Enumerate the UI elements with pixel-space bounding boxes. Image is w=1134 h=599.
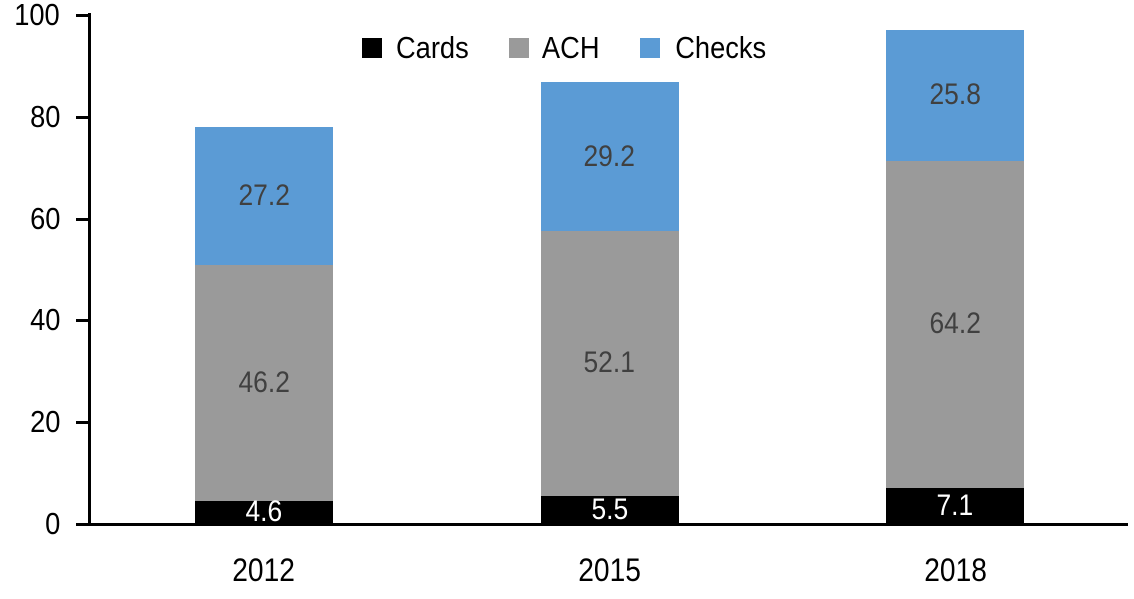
bar-segment-checks-2012: 27.2 [194,127,333,266]
y-axis-tick-label-text: 60 [29,200,60,236]
y-axis-tick-mark [76,421,91,425]
segment-value-label: 27.2 [238,179,290,213]
segment-value-label: 4.6 [245,495,283,529]
bar-segment-checks-2018: 25.8 [886,29,1025,162]
bar-segment-ach-2018: 64.2 [886,161,1025,488]
bar-segment-cards-2012: 4.6 [194,497,333,527]
segment-value-label: 7.1 [936,488,974,522]
y-axis-tick-label: 60 [0,200,60,236]
y-axis-tick-label-text: 100 [14,0,60,32]
y-axis-tick-label: 80 [0,98,60,134]
segment-value-label: 25.8 [929,78,981,112]
y-axis-tick-label: 20 [0,405,60,439]
x-axis-label-text: 2015 [578,552,641,588]
segment-value-label: 64.2 [929,307,981,341]
bar-segment-cards-2018: 7.1 [886,487,1025,524]
x-axis-label-2015: 2015 [530,552,690,589]
bar-2018: 7.1 64.2 25.8 [886,29,1025,524]
x-axis-label-text: 2018 [923,552,987,588]
x-axis-label-2012: 2012 [184,552,344,589]
segment-value-label: 52.1 [583,346,636,380]
x-axis-label-text: 2012 [232,552,296,588]
segment-value-label: 5.5 [591,493,628,527]
bar-segment-ach-2012: 46.2 [194,265,333,501]
legend-swatch-cards-icon [361,38,382,58]
y-axis-line [88,13,91,526]
y-axis-tick-label-text: 40 [29,302,60,338]
legend: Cards ACH Checks [0,31,1134,65]
y-axis-tick-label: 40 [0,303,60,337]
y-axis-tick-mark [76,115,91,119]
bar-segment-ach-2015: 52.1 [540,230,679,497]
legend-item-cards: Cards [361,30,474,65]
y-axis-tick-label: 0 [0,507,60,541]
bar-2015: 5.5 52.1 29.2 [540,82,679,527]
y-axis-tick-mark [76,319,91,323]
x-axis-line [76,523,1128,526]
segment-value-label: 46.2 [238,366,290,400]
legend-label: Cards [395,30,469,65]
y-axis-tick-label: 100 [0,0,60,32]
y-axis-tick-label-text: 80 [29,98,60,134]
y-axis-tick-mark [76,217,91,221]
y-axis-tick-mark [76,14,91,17]
segment-value-label: 29.2 [583,139,636,173]
legend-swatch-checks-icon [639,38,660,58]
bar-2012: 4.6 46.2 27.2 [194,127,333,527]
legend-label: Checks [675,30,767,65]
y-axis-tick-label-text: 20 [29,404,60,440]
y-axis-tick-mark [76,523,91,526]
bar-segment-cards-2015: 5.5 [540,493,679,527]
legend-item-ach: ACH [509,31,603,65]
legend-item-checks: Checks [639,30,772,65]
x-axis-label-2018: 2018 [875,552,1035,589]
legend-label: ACH [542,30,600,65]
legend-swatch-ach-icon [509,38,530,58]
y-axis-tick-label-text: 0 [44,506,60,541]
bar-segment-checks-2015: 29.2 [540,82,679,231]
